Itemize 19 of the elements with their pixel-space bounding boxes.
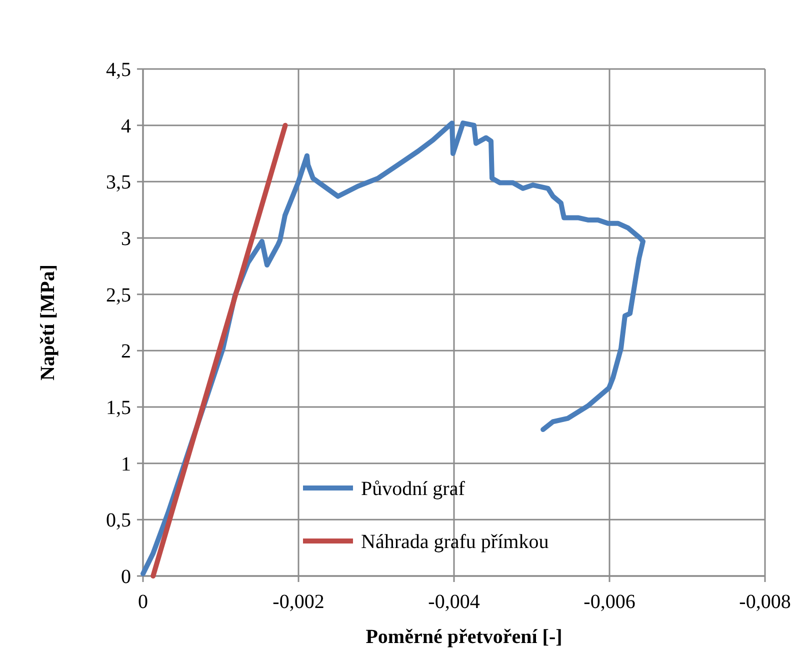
y-axis-title: Napětí [MPa] [37, 264, 59, 381]
legend-label: Původní graf [361, 478, 466, 500]
y-tick-label: 0,5 [106, 510, 131, 532]
x-tick-label: -0,004 [428, 591, 480, 613]
x-tick-label: -0,002 [272, 591, 324, 613]
y-tick-label: 1 [121, 453, 131, 476]
legend-label: Náhrada grafu přímkou [361, 531, 549, 553]
y-tick-label: 1,5 [106, 397, 131, 419]
x-tick-label: 0 [138, 591, 148, 613]
y-tick-label: 3 [121, 228, 131, 250]
y-tick-label: 2,5 [106, 284, 131, 306]
y-tick-label: 3,5 [106, 172, 131, 194]
y-tick-label: 4 [121, 115, 131, 138]
x-axis-title: Poměrné přetvoření [-] [366, 626, 562, 648]
y-tick-label: 0 [121, 566, 131, 588]
y-tick-label: 2 [121, 340, 131, 363]
x-tick-label: -0,008 [739, 591, 791, 613]
x-tick-label: -0,006 [584, 591, 636, 613]
y-tick-label: 4,5 [106, 59, 131, 81]
